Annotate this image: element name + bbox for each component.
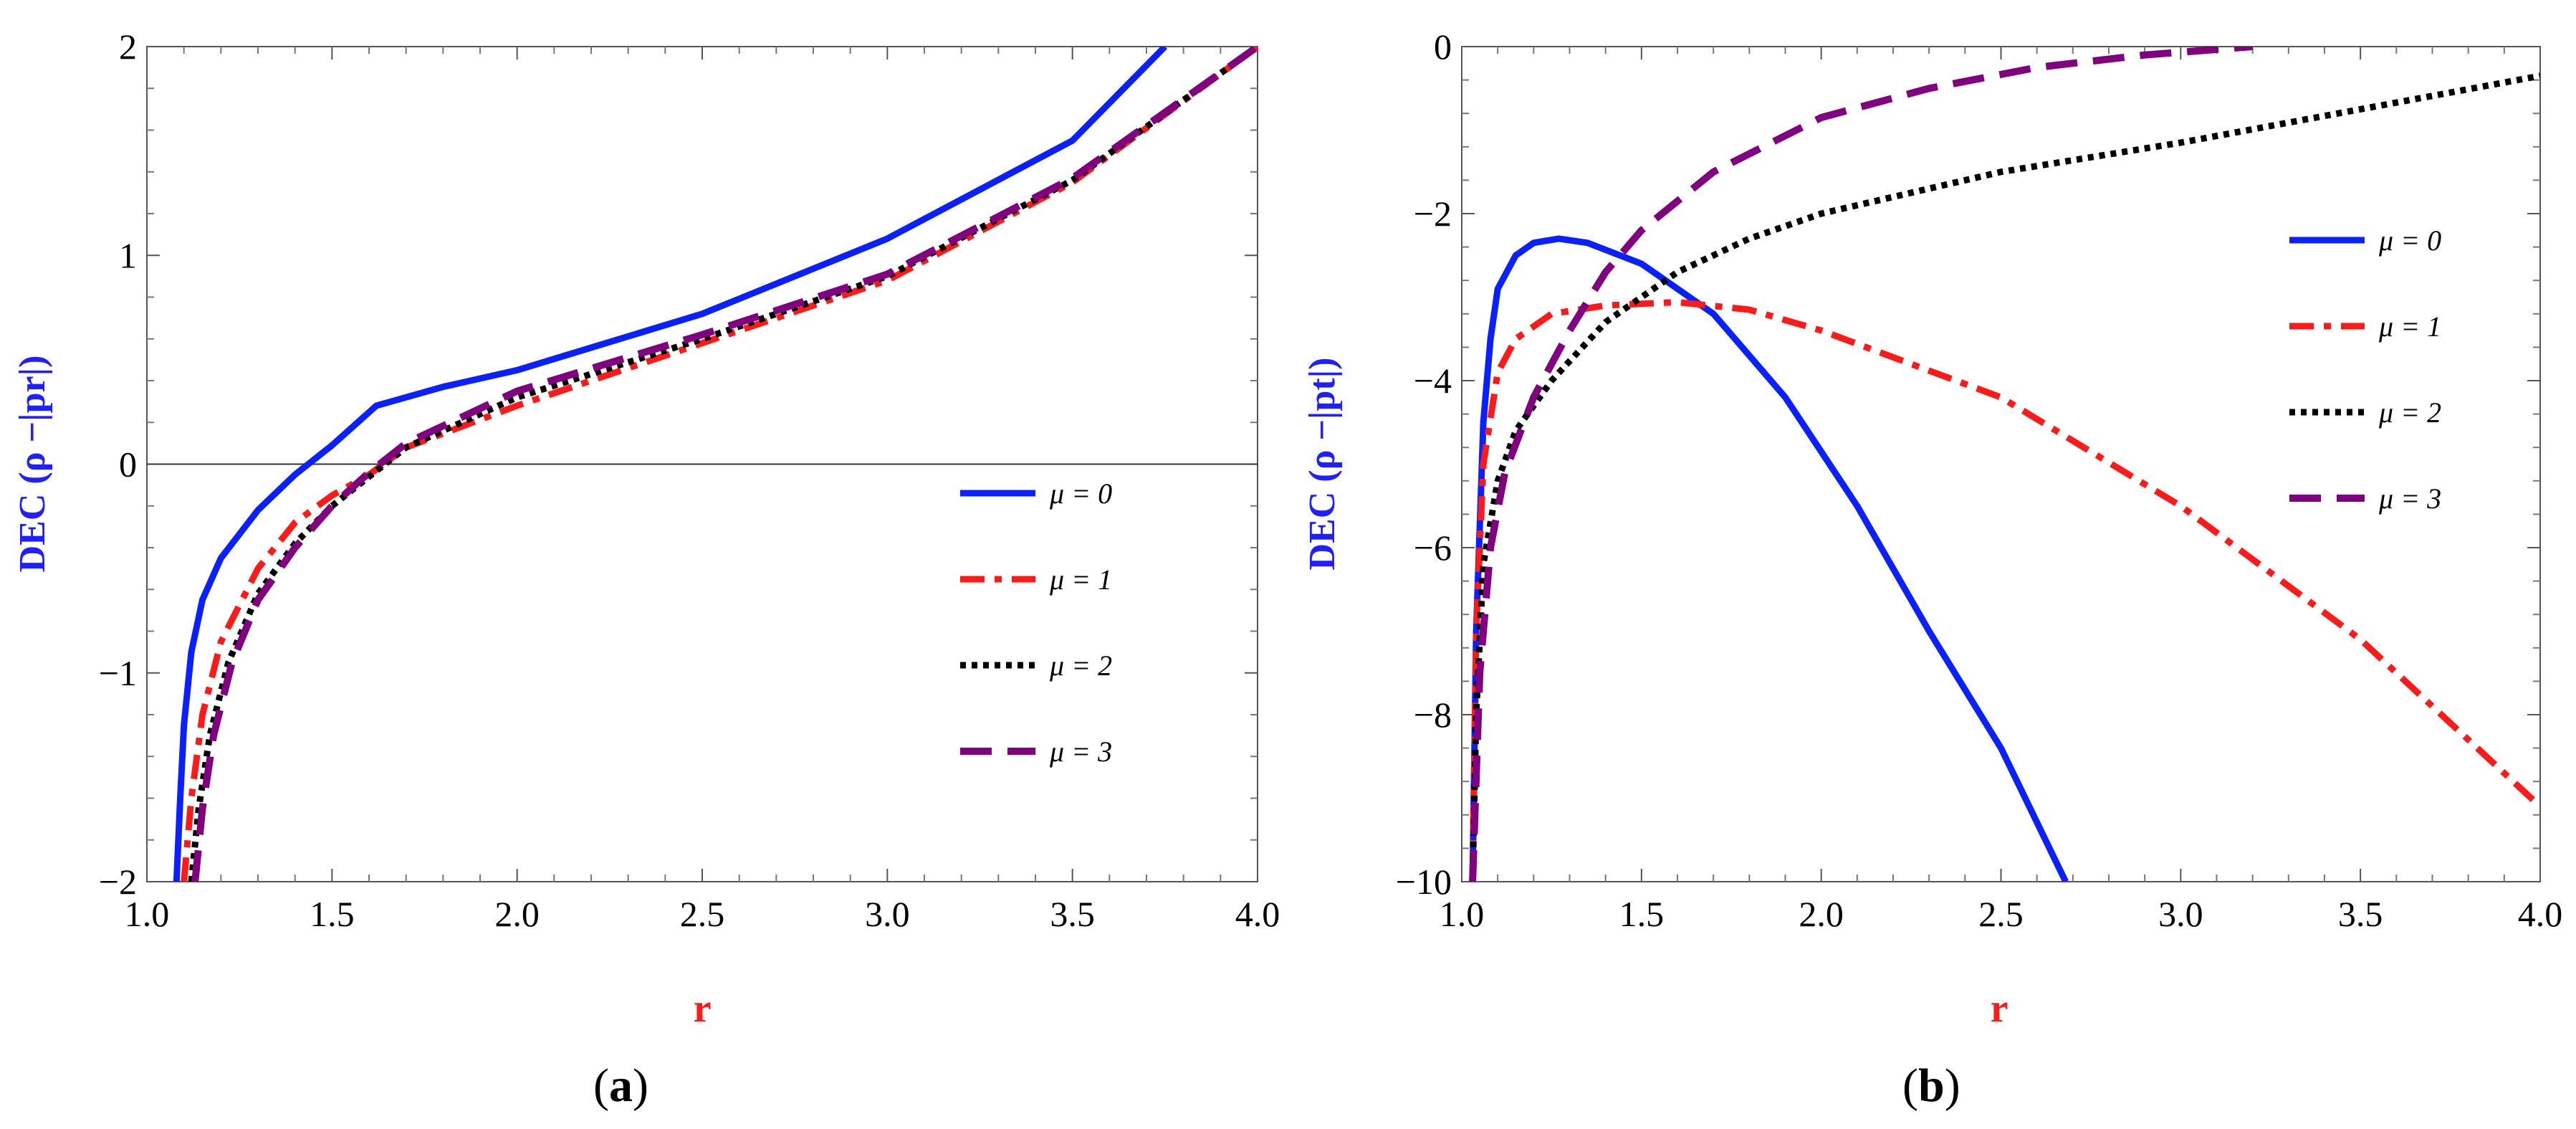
legend-label-mu-1: μ = 1 — [1049, 563, 1112, 596]
legend-a: μ = 0 μ = 1 μ = 2 μ = 3 — [960, 477, 1112, 768]
legend-label-mu-2: μ = 2 — [2378, 396, 2441, 429]
y-tick-label: −2 — [99, 862, 137, 902]
x-tick-label: 2.0 — [1799, 894, 1844, 934]
y-tick-label: 0 — [1434, 27, 1452, 67]
x-axis-label-a: r — [694, 986, 712, 1031]
y-tick-label: −4 — [1414, 361, 1452, 401]
y-tick-label: 2 — [119, 27, 137, 67]
x-tick-label: 1.5 — [310, 894, 355, 934]
x-axis-label-b: r — [1991, 986, 2008, 1031]
y-tick-label: −8 — [1414, 695, 1452, 735]
y-tick-label: −1 — [99, 653, 137, 693]
series-line-mu-3 — [1469, 47, 2254, 882]
panel-b: 1.0 1.5 2.0 2.5 3.0 3.5 4.0−10−8−6−4−20 μ = 0μ… — [1302, 27, 2562, 1112]
x-tick-label: 3.5 — [2338, 894, 2383, 934]
x-tick-label: 4.0 — [2518, 894, 2563, 934]
x-tick-label: 2.0 — [494, 894, 540, 934]
x-tick-label: 1.0 — [125, 894, 170, 934]
ticks-b: 1.0 1.5 2.0 2.5 3.0 3.5 4.0 −10 −8 −6 −4 −2 0 — [1396, 27, 2562, 934]
y-tick-label: 0 — [119, 444, 137, 485]
x-tick-label: 2.5 — [1978, 894, 2024, 934]
x-tick-label: 3.0 — [2158, 894, 2203, 934]
x-tick-label: 3.0 — [865, 894, 910, 934]
y-axis-label-a: DEC (ρ −|pr|) — [12, 356, 53, 573]
series-line-mu-0 — [1469, 235, 2069, 882]
x-tick-label: 4.0 — [1235, 894, 1280, 934]
y-axis-label-b: DEC (ρ −|pt|) — [1302, 357, 1343, 570]
series-group-b — [1469, 47, 2540, 882]
legend-label-mu-3: μ = 3 — [1049, 735, 1112, 768]
legend-label-mu-2: μ = 2 — [1049, 649, 1112, 682]
y-tick-label: −2 — [1414, 194, 1452, 234]
legend-b: μ = 0 μ = 1 μ = 2 μ = 3 — [2289, 224, 2441, 515]
ticks-a: 1.0 1.5 2.0 2.5 3.0 3.5 4.0 −2 −1 0 1 2 — [99, 27, 1280, 934]
panel-label-b: (b) — [1902, 1059, 1960, 1112]
legend-label-mu-3: μ = 3 — [2378, 482, 2441, 515]
x-tick-label: 2.5 — [680, 894, 725, 934]
x-tick-label: 1.5 — [1619, 894, 1665, 934]
legend-label-mu-1: μ = 1 — [2378, 310, 2441, 343]
y-tick-label: 1 — [119, 235, 137, 275]
series-line-mu-3 — [191, 47, 1258, 882]
legend-label-mu-0: μ = 0 — [1049, 477, 1112, 510]
legend-label-mu-0: μ = 0 — [2378, 224, 2441, 257]
panel-label-a: (a) — [593, 1059, 648, 1112]
y-tick-label: −6 — [1414, 528, 1452, 568]
x-tick-label: 1.0 — [1440, 894, 1485, 934]
x-tick-label: 3.5 — [1050, 894, 1095, 934]
series-line-mu-0 — [173, 47, 1168, 882]
series-group-a — [173, 47, 1258, 882]
y-tick-label: −10 — [1396, 862, 1452, 902]
series-line-mu-1 — [1469, 299, 2540, 882]
